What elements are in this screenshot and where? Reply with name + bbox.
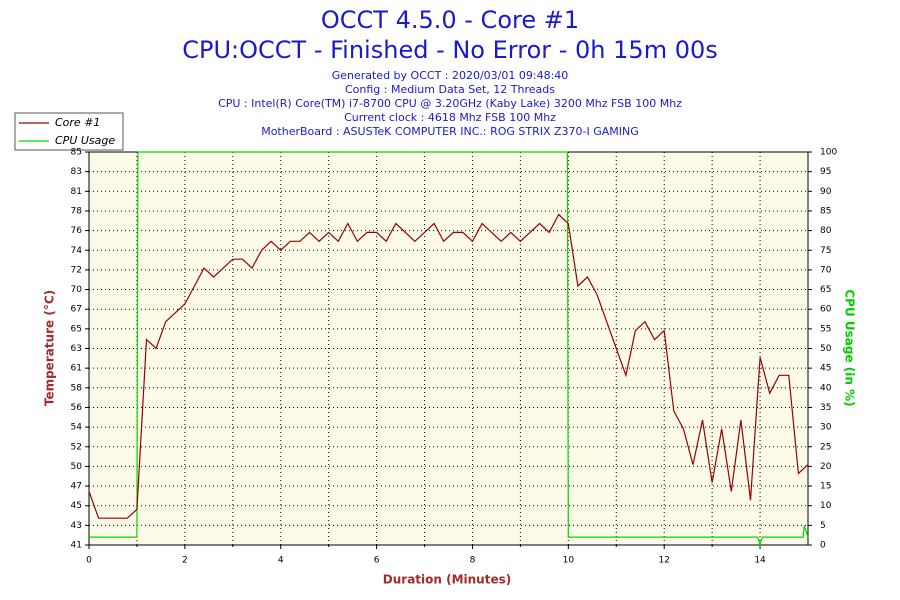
x-tick-label: 2 (182, 556, 188, 566)
y-tick-label: 83 (71, 167, 82, 177)
info-line: Current clock : 4618 Mhz FSB 100 Mhz (344, 111, 556, 124)
y-tick-label: 45 (71, 501, 82, 511)
legend-label: Core #1 (55, 116, 100, 129)
y2-axis-label: CPU Usage (in %) (843, 289, 857, 406)
y2-tick-label: 65 (820, 285, 831, 295)
info-line: MotherBoard : ASUSTeK COMPUTER INC.: ROG… (261, 125, 639, 138)
x-tick-label: 10 (563, 556, 575, 566)
y2-tick-label: 40 (820, 383, 832, 393)
y-tick-label: 65 (71, 324, 82, 334)
y2-tick-label: 10 (820, 501, 832, 511)
chart-title: OCCT 4.5.0 - Core #1 (321, 6, 579, 34)
plot-area (89, 152, 808, 545)
y2-tick-label: 35 (820, 403, 831, 413)
chart-subtitle: CPU:OCCT - Finished - No Error - 0h 15m … (182, 36, 718, 64)
y-tick-label: 61 (71, 364, 82, 374)
y-tick-label: 85 (71, 148, 82, 158)
y2-tick-label: 30 (820, 423, 832, 433)
legend (14, 112, 124, 151)
y2-tick-label: 0 (820, 541, 826, 551)
info-line: Config : Medium Data Set, 12 Threads (345, 83, 555, 96)
y-tick-label: 50 (71, 462, 83, 472)
y2-tick-label: 100 (820, 148, 837, 158)
y-tick-label: 72 (71, 265, 82, 275)
y-tick-label: 43 (71, 521, 82, 531)
y2-tick-label: 15 (820, 482, 831, 492)
y-tick-label: 63 (71, 344, 82, 354)
y-axis-label: Temperature (°C) (43, 290, 57, 406)
y-tick-label: 54 (71, 423, 83, 433)
y2-tick-label: 70 (820, 265, 832, 275)
y-tick-label: 76 (71, 226, 83, 236)
y-tick-label: 47 (71, 482, 82, 492)
y-tick-label: 74 (71, 246, 83, 256)
y2-tick-label: 25 (820, 442, 831, 452)
series-line (89, 151, 809, 548)
info-line: CPU : Intel(R) Core(TM) i7-8700 CPU @ 3.… (218, 97, 682, 110)
y-tick-label: 67 (71, 305, 82, 315)
y2-tick-label: 95 (820, 167, 831, 177)
y-tick-label: 58 (71, 383, 83, 393)
y2-tick-label: 50 (820, 344, 832, 354)
y2-tick-label: 85 (820, 206, 831, 216)
y-tick-label: 56 (71, 403, 83, 413)
y2-tick-label: 5 (820, 521, 826, 531)
y2-tick-label: 60 (820, 305, 832, 315)
info-line: Generated by OCCT : 2020/03/01 09:48:40 (332, 69, 569, 82)
y-tick-label: 78 (71, 206, 83, 216)
y-tick-label: 52 (71, 442, 82, 452)
x-tick-label: 12 (658, 556, 669, 566)
y2-tick-label: 45 (820, 364, 831, 374)
y2-tick-label: 90 (820, 187, 832, 197)
y-tick-label: 81 (71, 187, 82, 197)
x-tick-label: 0 (86, 556, 92, 566)
y2-tick-label: 20 (820, 462, 832, 472)
y-tick-label: 70 (71, 285, 83, 295)
x-tick-label: 14 (754, 556, 766, 566)
x-tick-label: 8 (470, 556, 476, 566)
x-axis-label: Duration (Minutes) (383, 573, 511, 587)
x-tick-label: 4 (278, 556, 284, 566)
y2-tick-label: 80 (820, 226, 832, 236)
series-line (88, 213, 809, 519)
x-tick-label: 6 (374, 556, 380, 566)
y2-tick-label: 75 (820, 246, 831, 256)
y-tick-label: 41 (71, 541, 82, 551)
legend-label: CPU Usage (55, 134, 115, 147)
y2-tick-label: 55 (820, 324, 831, 334)
